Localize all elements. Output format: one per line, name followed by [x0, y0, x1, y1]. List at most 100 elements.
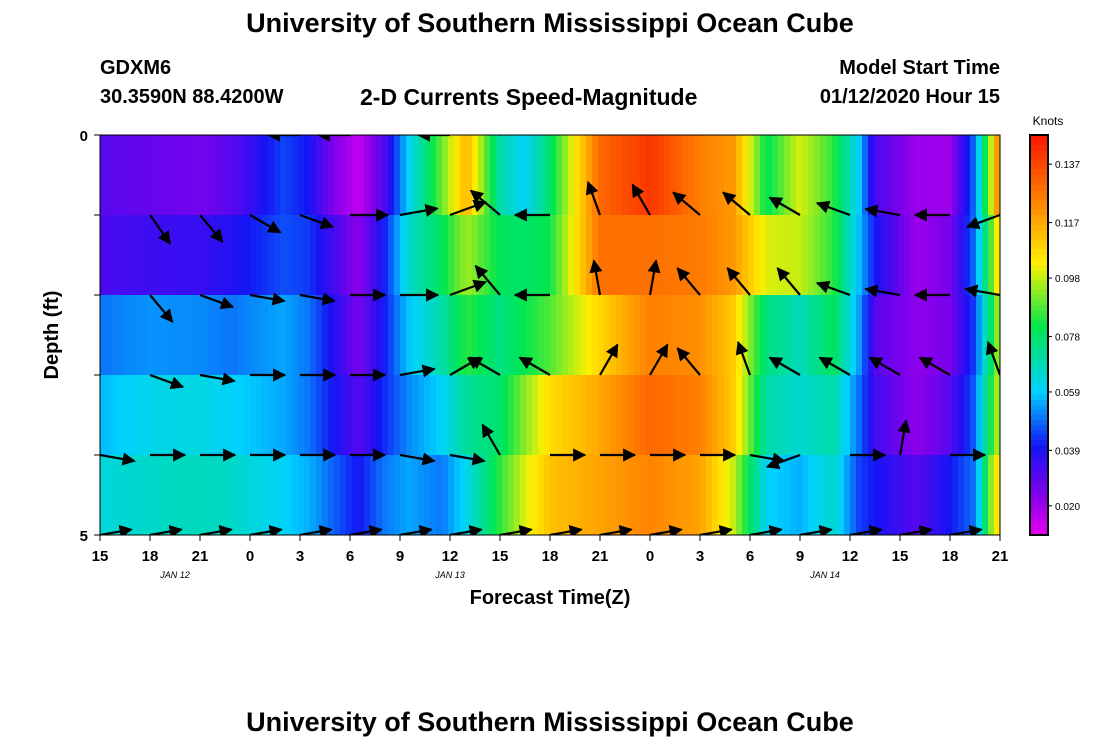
heatmap-cell — [400, 215, 407, 296]
heatmap-cell — [274, 295, 281, 376]
heatmap-cell — [766, 135, 773, 216]
heatmap-cell — [160, 215, 167, 296]
heatmap-cell — [694, 295, 701, 376]
heatmap-cell — [154, 135, 161, 216]
heatmap-cell — [592, 455, 599, 535]
heatmap-cell — [286, 135, 293, 216]
heatmap-cell — [556, 375, 563, 456]
current-vector — [249, 525, 283, 535]
heatmap-cell — [526, 375, 533, 456]
heatmap-cell — [712, 215, 719, 296]
colorbar-swatch — [1030, 380, 1048, 386]
heatmap-cell — [208, 455, 215, 535]
heatmap-cell — [292, 135, 299, 216]
heatmap-cell — [880, 455, 887, 535]
heatmap-cell — [964, 295, 971, 376]
current-vector — [672, 191, 701, 216]
heatmap-cell — [574, 135, 581, 216]
heatmap-cell — [556, 455, 563, 535]
heatmap-cell — [946, 455, 953, 535]
heatmap-cell — [946, 375, 953, 456]
heatmap-cell — [154, 375, 161, 456]
x-axis-label: Forecast Time(Z) — [470, 587, 631, 609]
heatmap-cell — [748, 455, 755, 535]
heatmap-cell — [736, 455, 743, 535]
heatmap-cell — [436, 135, 443, 216]
x-tick-label: 12 — [442, 548, 459, 565]
heatmap-cell — [700, 375, 707, 456]
colorbar-swatch — [1030, 530, 1048, 536]
heatmap-cell — [316, 215, 323, 296]
current-vector — [149, 373, 185, 390]
colorbar-swatch — [1030, 515, 1048, 521]
x-tick-label: 18 — [142, 548, 159, 565]
heatmap-cell — [346, 375, 353, 456]
x-tick-label: 21 — [592, 548, 609, 565]
current-vector — [798, 135, 800, 136]
heatmap-cell — [250, 375, 257, 456]
current-vector — [648, 135, 650, 136]
heatmap-cell — [832, 375, 839, 456]
heatmap-cell — [274, 135, 281, 216]
heatmap-cell — [250, 455, 257, 535]
heatmap-cell — [436, 375, 443, 456]
heatmap-cell — [292, 215, 299, 296]
heatmap-cell — [934, 455, 941, 535]
heatmap-cell — [880, 215, 887, 296]
model-start-label: Model Start Time — [839, 57, 1000, 79]
heatmap-cell — [214, 295, 221, 376]
heatmap-cell — [472, 455, 479, 535]
heatmap-cell — [484, 455, 491, 535]
heatmap-cell — [202, 455, 209, 535]
heatmap-cell — [298, 455, 305, 535]
heatmap-cell — [748, 215, 755, 296]
heatmap-cell — [670, 455, 677, 535]
heatmap-cell — [556, 215, 563, 296]
heatmap-cell — [172, 135, 179, 216]
heatmap-cell — [214, 215, 221, 296]
heatmap-cell — [214, 455, 221, 535]
heatmap-cell — [952, 375, 959, 456]
colorbar-swatch — [1030, 360, 1048, 366]
x-tick-label: 15 — [892, 548, 909, 565]
heatmap-cell — [904, 295, 911, 376]
colorbar-tick-label: 0.117 — [1055, 219, 1080, 230]
heatmap-cell — [124, 455, 131, 535]
colorbar-swatch — [1030, 335, 1048, 341]
colorbar-swatch — [1030, 220, 1048, 226]
heatmap-cell — [310, 135, 317, 216]
heatmap-cell — [124, 135, 131, 216]
heatmap-cell — [460, 295, 467, 376]
heatmap-cell — [748, 295, 755, 376]
heatmap-cell — [148, 295, 155, 376]
heatmap-cell — [100, 295, 107, 376]
heatmap-cell — [694, 135, 701, 216]
heatmap-cell — [448, 135, 455, 216]
heatmap-cell — [244, 295, 251, 376]
heatmap-cell — [346, 295, 353, 376]
heatmap-cell — [334, 135, 341, 216]
heatmap-cell — [730, 295, 737, 376]
heatmap-cell — [994, 215, 1000, 296]
heatmap-cell — [676, 215, 683, 296]
heatmap-cell — [676, 375, 683, 456]
heatmap-cell — [460, 135, 467, 216]
heatmap-cell — [544, 455, 551, 535]
heatmap-cell — [784, 375, 791, 456]
x-tick-label: 6 — [346, 548, 354, 565]
colorbar-swatch — [1030, 340, 1048, 346]
heatmap-cell — [322, 455, 329, 535]
heatmap-cell — [448, 375, 455, 456]
heatmap-cell — [910, 375, 917, 456]
heatmap-cell — [544, 135, 551, 216]
heatmap-cell — [550, 295, 557, 376]
current-vector — [965, 213, 1000, 230]
heatmap-cell — [262, 295, 269, 376]
date-label: JAN 12 — [159, 570, 190, 580]
heatmap-cell — [976, 295, 983, 376]
heatmap-cell — [658, 295, 665, 376]
heatmap-cell — [598, 135, 605, 216]
heatmap-cell — [610, 135, 617, 216]
heatmap-cell — [418, 135, 425, 216]
